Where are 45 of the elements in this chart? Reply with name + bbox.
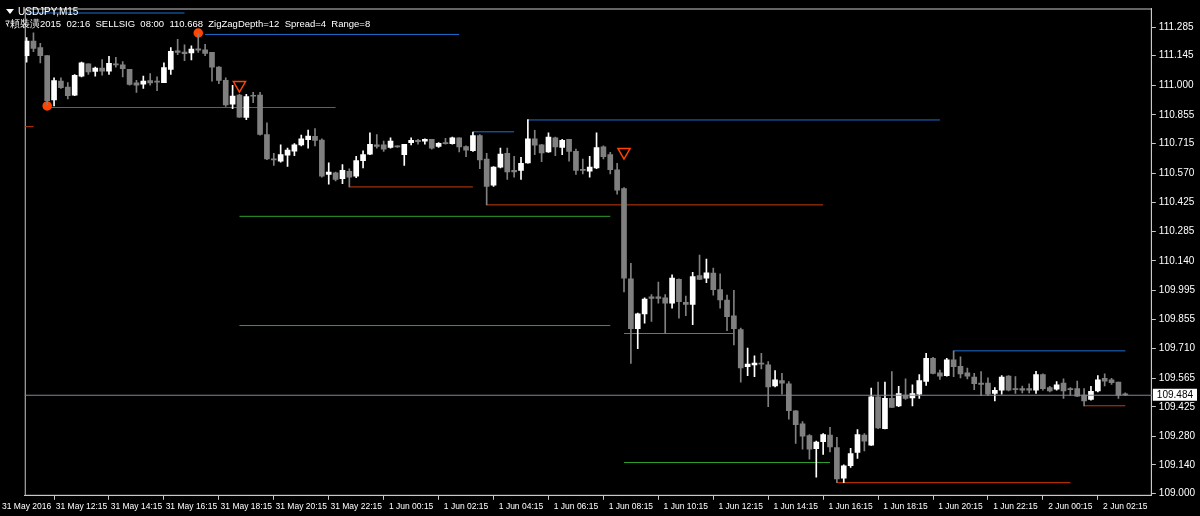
x-tick-label: 1 Jun 18:15 — [883, 501, 929, 512]
y-tick-label: 109.995 — [1158, 284, 1196, 296]
x-tick-label: 31 May 14:15 — [110, 501, 163, 512]
x-tick-label: 2 Jun 00:15 — [1048, 501, 1093, 512]
y-tick-label: 109.710 — [1158, 342, 1196, 354]
y-tick-label: 111.000 — [1158, 79, 1194, 91]
candlestick — [99, 59, 105, 76]
y-tick-label: 110.425 — [1158, 196, 1195, 208]
y-tick-label: 109.855 — [1158, 312, 1196, 324]
x-tick-label: 1 Jun 06:15 — [553, 501, 599, 512]
y-tick-label: 110.570 — [1158, 166, 1195, 178]
x-tick-label: 31 May 16:15 — [165, 501, 218, 512]
y-tick-label: 109.140 — [1158, 458, 1196, 470]
y-tick-label: 110.715 — [1158, 137, 1195, 149]
y-tick-label: 109.425 — [1158, 400, 1196, 412]
x-tick-label: 1 Jun 10:15 — [663, 501, 709, 512]
x-tick-label: 1 Jun 16:15 — [828, 501, 874, 512]
x-tick-label: 1 Jun 00:15 — [388, 501, 434, 512]
x-tick-label: 31 May 12:15 — [55, 501, 108, 512]
y-tick-label: 111.285 — [1158, 20, 1194, 32]
y-tick-label: 109.565 — [1158, 371, 1196, 383]
x-tick-label: 31 May 22:15 — [330, 501, 383, 512]
y-tick-label: 109.000 — [1158, 487, 1196, 499]
x-tick-label: 31 May 18:15 — [220, 501, 273, 512]
candlestick — [325, 162, 332, 185]
y-tick-label: 110.855 — [1158, 108, 1195, 120]
y-tick-label: 109.280 — [1158, 430, 1196, 442]
ref-line-label: 109.484 — [1156, 389, 1194, 400]
candlestick — [682, 295, 689, 317]
y-tick-label: 110.140 — [1158, 254, 1195, 266]
x-tick-label: 1 Jun 08:15 — [608, 501, 654, 512]
candlestick — [113, 56, 119, 68]
y-tick-label: 110.285 — [1158, 224, 1195, 236]
candlestick — [813, 440, 820, 478]
x-tick-label: 31 May 2016 — [2, 501, 52, 512]
y-tick-label: 111.145 — [1158, 49, 1194, 61]
x-tick-label: 1 Jun 04:15 — [498, 501, 544, 512]
x-tick-label: 1 Jun 20:15 — [938, 501, 983, 512]
x-tick-label: 1 Jun 02:15 — [443, 501, 489, 512]
x-tick-label: 1 Jun 22:15 — [993, 501, 1038, 512]
x-tick-label: 1 Jun 12:15 — [718, 501, 764, 512]
x-tick-label: 2 Jun 02:15 — [1103, 501, 1148, 512]
candlestick — [779, 372, 785, 395]
x-tick-label: 1 Jun 14:15 — [773, 501, 819, 512]
x-tick-label: 31 May 20:15 — [275, 501, 328, 512]
